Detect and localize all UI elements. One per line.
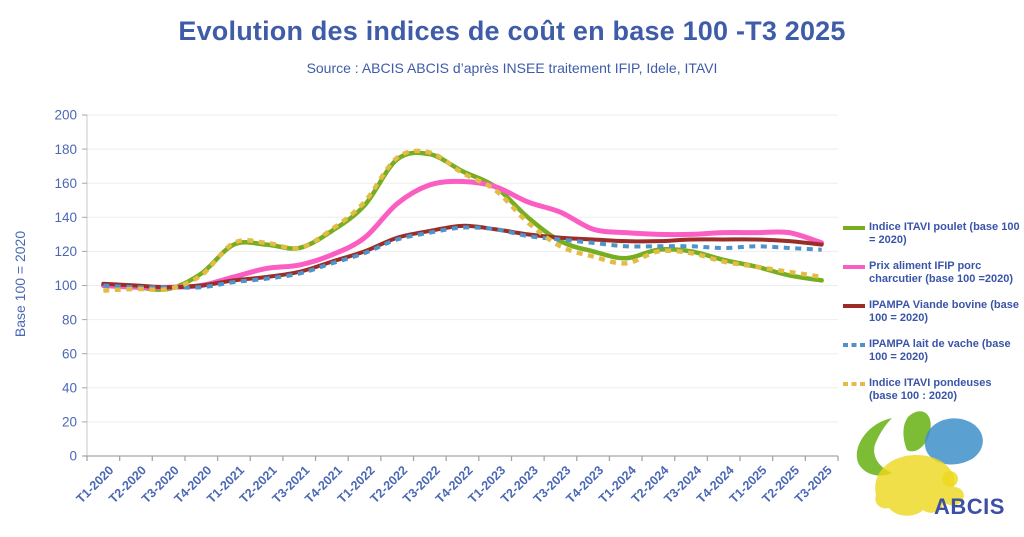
logo-blue-petal-icon: [924, 418, 983, 465]
logo-wordmark: ABCIS: [934, 494, 1005, 519]
legend-label: Prix aliment IFIP porc charcutier (base …: [869, 260, 1014, 285]
legend-label: Indice ITAVI pondeuses (base 100 : 2020): [869, 377, 992, 402]
legend-swatch-porc: [843, 265, 865, 269]
y-tick-label: 40: [62, 381, 77, 396]
series-line-2: [101, 223, 824, 290]
y-tick-label: 0: [69, 449, 77, 464]
y-tick-label: 160: [54, 176, 77, 191]
legend-item-pondeuses: Indice ITAVI pondeuses (base 100 : 2020): [843, 377, 1023, 403]
chart-source-subtitle: Source : ABCIS ABCIS d’après INSEE trait…: [306, 60, 718, 76]
y-tick-label: 80: [62, 312, 77, 327]
legend-swatch-lait: [843, 343, 865, 347]
series-line-4: [103, 148, 823, 293]
series-line-1: [100, 178, 825, 290]
logo-yellow-blob-icon: [875, 455, 964, 516]
series-line-0: [101, 150, 824, 292]
chart-legend: Indice ITAVI poulet (base 100 = 2020) Pr…: [843, 221, 1023, 416]
legend-swatch-poulet: [843, 226, 865, 230]
chart-title: Evolution des indices de coût en base 10…: [178, 16, 846, 46]
legend-label: IPAMPA Viande bovine (base 100 = 2020): [869, 299, 1019, 324]
y-tick-label: 60: [62, 346, 77, 361]
legend-label: IPAMPA lait de vache (base 100 = 2020): [869, 338, 1011, 363]
y-tick-label: 20: [62, 415, 77, 430]
y-tick-label: 180: [54, 142, 77, 157]
y-tick-label: 140: [54, 210, 77, 225]
y-tick-label: 200: [54, 108, 77, 123]
y-tick-label: 100: [54, 278, 77, 293]
legend-swatch-pondeuses: [843, 382, 865, 386]
logo-yellow-ear-icon: [942, 471, 958, 487]
legend-item-poulet: Indice ITAVI poulet (base 100 = 2020): [843, 221, 1023, 247]
legend-label: Indice ITAVI poulet (base 100 = 2020): [869, 221, 1020, 246]
abcis-logo: ABCIS: [856, 411, 1005, 519]
legend-item-lait: IPAMPA lait de vache (base 100 = 2020): [843, 338, 1023, 364]
legend-item-porc: Prix aliment IFIP porc charcutier (base …: [843, 260, 1023, 286]
y-tick-label: 120: [54, 244, 77, 259]
legend-swatch-bovine: [843, 304, 865, 308]
logo-green-crescent-icon: [856, 418, 892, 476]
logo-green-leaf-icon: [903, 411, 931, 452]
legend-item-bovine: IPAMPA Viande bovine (base 100 = 2020): [843, 299, 1023, 325]
